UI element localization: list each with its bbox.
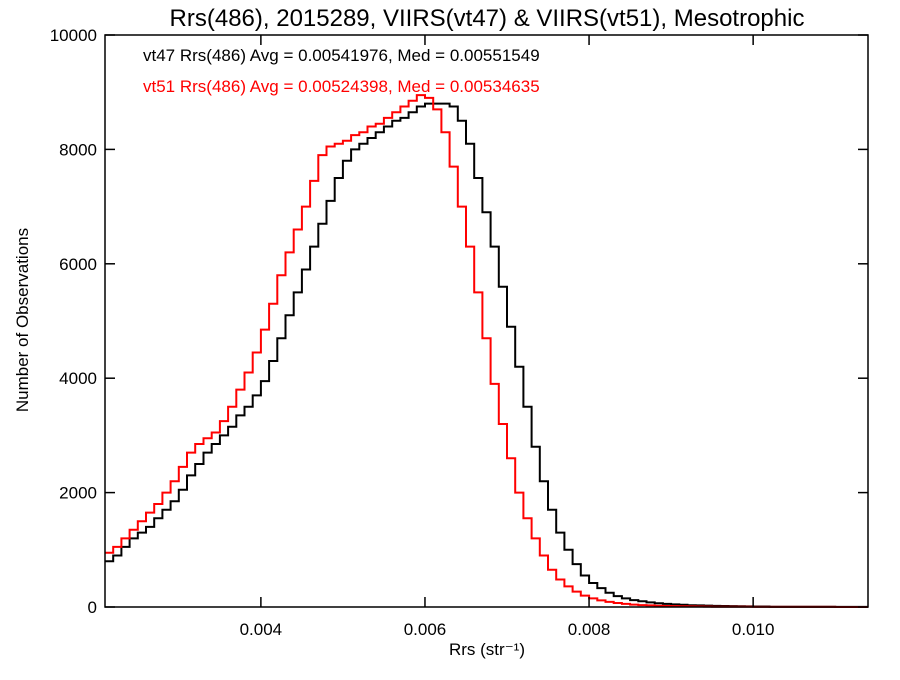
annotation-vt51: vt51 Rrs(486) Avg = 0.00524398, Med = 0.… [143, 77, 540, 96]
x-tick-label: 0.006 [404, 620, 447, 639]
y-tick-label: 10000 [50, 26, 97, 45]
y-tick-label: 6000 [59, 255, 97, 274]
x-tick-label: 0.010 [732, 620, 775, 639]
x-tick-label: 0.008 [568, 620, 611, 639]
x-tick-label: 0.004 [240, 620, 283, 639]
y-axis-label: Number of Observations [13, 228, 32, 412]
series-line-1 [105, 94, 868, 608]
y-tick-label: 2000 [59, 484, 97, 503]
y-tick-label: 0 [88, 598, 97, 617]
series-line-0 [105, 102, 868, 608]
axis-layer: 0.004 0.006 0.008 0.010 0 2000 4000 6000 8000 100… [50, 26, 868, 639]
series-layer [105, 94, 868, 608]
annotation-vt47: vt47 Rrs(486) Avg = 0.00541976, Med = 0.… [143, 46, 540, 65]
y-tick-label: 4000 [59, 369, 97, 388]
plot-frame [104, 34, 869, 608]
x-axis-label: Rrs (str⁻¹) [449, 640, 525, 659]
y-tick-label: 8000 [59, 140, 97, 159]
chart-title: Rrs(486), 2015289, VIIRS(vt47) & VIIRS(v… [170, 5, 805, 32]
